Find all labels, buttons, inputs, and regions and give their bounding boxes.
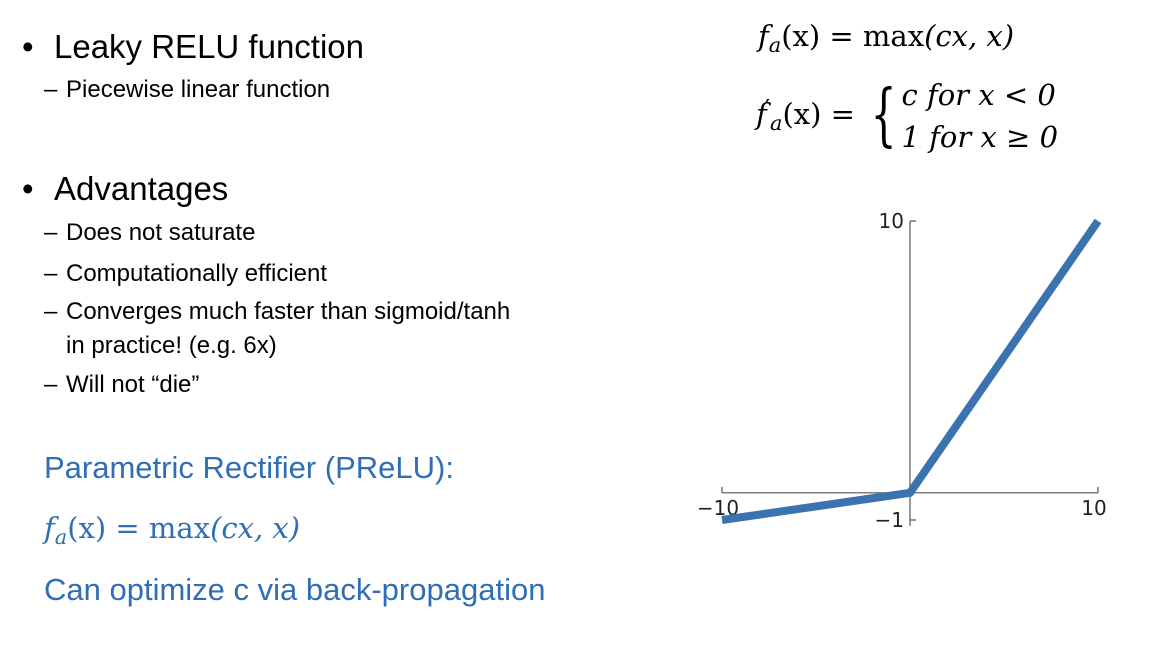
formula-subscript: a [770, 110, 783, 135]
bullet-leaky-relu: • Leaky RELU function [22, 30, 364, 63]
sub-item-text: Does not saturate [66, 219, 256, 246]
formula-case-2: 1 for x ≥ 0 [901, 120, 1059, 155]
sub-item: – Does not saturate [44, 217, 255, 249]
formula-lhs: (x) = [781, 19, 863, 53]
dash: – [44, 76, 58, 103]
sub-item-text: Converges much faster than sigmoid/tanh [66, 298, 511, 325]
sub-item-text: Computationally efficient [66, 260, 328, 287]
formula-fn: max [862, 19, 925, 53]
formula-subscript: a [54, 524, 68, 549]
sub-item: – Will not “die” [44, 369, 199, 401]
formula-f: f [756, 97, 767, 132]
formula-derivative: f′a(x) = {c for x < 0 1 for x ≥ 0 [756, 74, 1058, 158]
bullet-dot: • [22, 170, 34, 207]
dash: – [44, 298, 58, 325]
y-tick-label: 10 [879, 209, 904, 233]
formula-subscript: a [768, 32, 782, 57]
formula-lhs: (x) = [782, 97, 865, 132]
formula-prime: ′ [764, 94, 770, 122]
sub-item: – Converges much faster than sigmoid/tanh [44, 296, 510, 328]
formula-args: (cx, x) [210, 511, 301, 545]
x-tick-label: 10 [1081, 496, 1106, 520]
sub-item-text: Will not “die” [66, 371, 200, 398]
formula-lhs: (x) = [67, 511, 149, 545]
sub-item-text: Piecewise linear function [66, 76, 331, 103]
formula-brace: { [870, 75, 897, 155]
formula-args: (cx, x) [924, 19, 1015, 53]
formula-f: f [758, 19, 769, 53]
bullet-title: Leaky RELU function [54, 28, 365, 65]
dash: – [44, 260, 58, 287]
sub-item-continuation: in practice! (e.g. 6x) [44, 330, 277, 362]
formula-fn: max [148, 511, 211, 545]
prelu-title: Parametric Rectifier (PReLU): [44, 450, 454, 485]
y-tick-label: −1 [875, 508, 904, 532]
prelu-formula: fa(x) = max(cx, x) [44, 514, 300, 548]
formula-case-1: c for x < 0 [901, 78, 1056, 112]
bullet-advantages: • Advantages [22, 172, 228, 205]
prelu-note: Can optimize c via back-propagation [44, 572, 546, 607]
formula-cases: c for x < 0 1 for x ≥ 0 [902, 74, 1058, 158]
sub-item-text: in practice! (e.g. 6x) [66, 332, 277, 359]
x-tick-label: −10 [697, 496, 739, 520]
bullet-dot: • [22, 28, 34, 65]
formula-f: f [44, 511, 55, 545]
leaky-relu-line [721, 218, 1102, 524]
sub-item: – Piecewise linear function [44, 74, 330, 106]
formula-leaky-relu: fa(x) = max(cx, x) [758, 22, 1014, 56]
dash: – [44, 219, 58, 246]
bullet-title: Advantages [54, 170, 229, 207]
dash: – [44, 371, 58, 398]
sub-item: – Computationally efficient [44, 258, 327, 290]
